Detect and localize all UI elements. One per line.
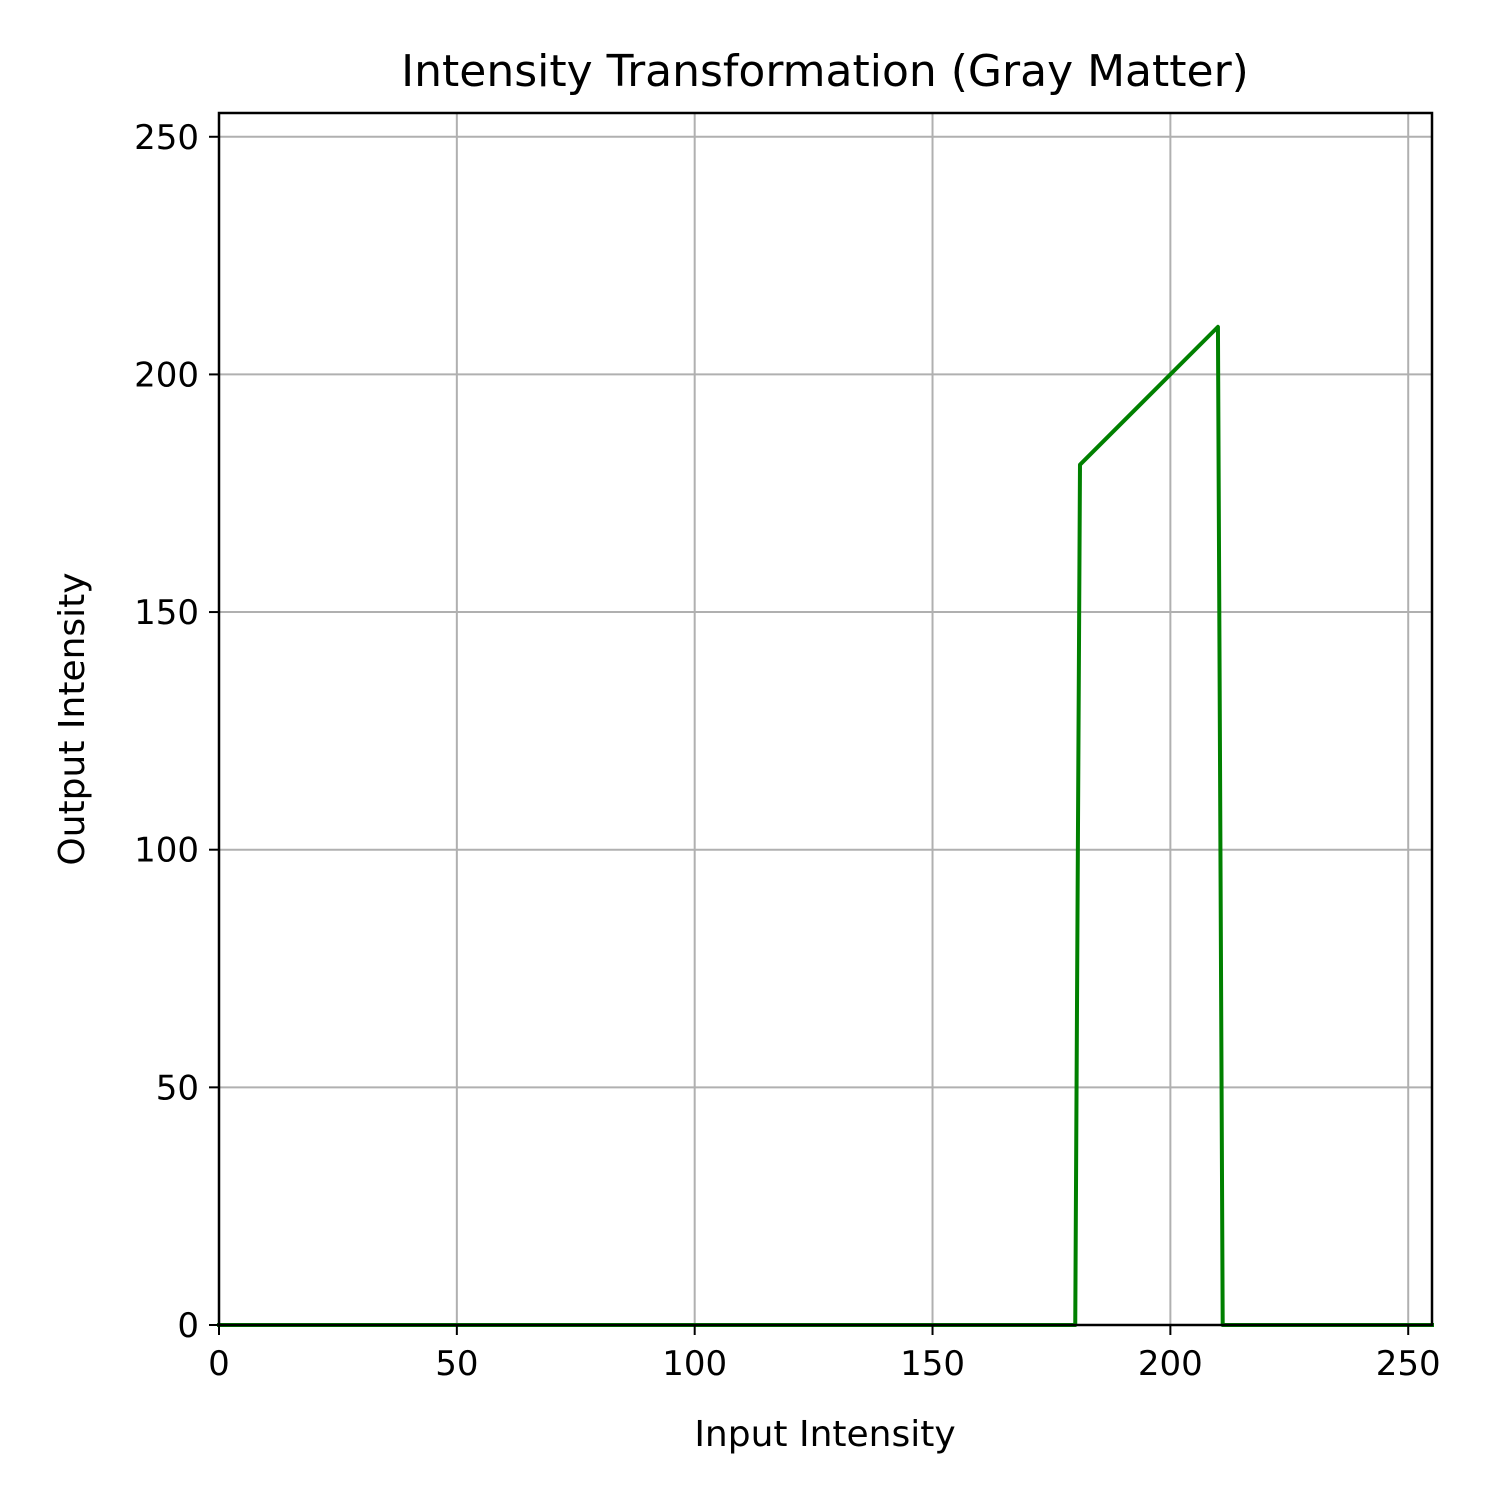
y-tick-label: 0 (177, 1306, 199, 1346)
x-tick-label: 0 (208, 1344, 230, 1384)
grid (218, 113, 1432, 1326)
plot-area (219, 113, 1432, 1325)
y-axis: 0 50 100 150 200 250 (134, 118, 219, 1346)
y-axis-label: Output Intensity (52, 572, 93, 865)
x-tick-label: 200 (1138, 1344, 1203, 1384)
chart-title: Intensity Transformation (Gray Matter) (401, 46, 1249, 97)
y-tick-label: 150 (134, 593, 199, 633)
x-tick-label: 100 (662, 1344, 727, 1384)
y-tick-label: 200 (134, 355, 199, 395)
x-tick-label: 150 (900, 1344, 965, 1384)
x-tick-label: 50 (435, 1344, 478, 1384)
x-axis: 0 50 100 150 200 250 (208, 1325, 1441, 1384)
y-tick-label: 100 (134, 831, 199, 871)
x-tick-label: 250 (1376, 1344, 1441, 1384)
y-tick-label: 250 (134, 118, 199, 158)
y-tick-label: 50 (156, 1068, 199, 1108)
plot-frame (217, 111, 1434, 1327)
x-axis-label: Input Intensity (694, 1414, 955, 1455)
